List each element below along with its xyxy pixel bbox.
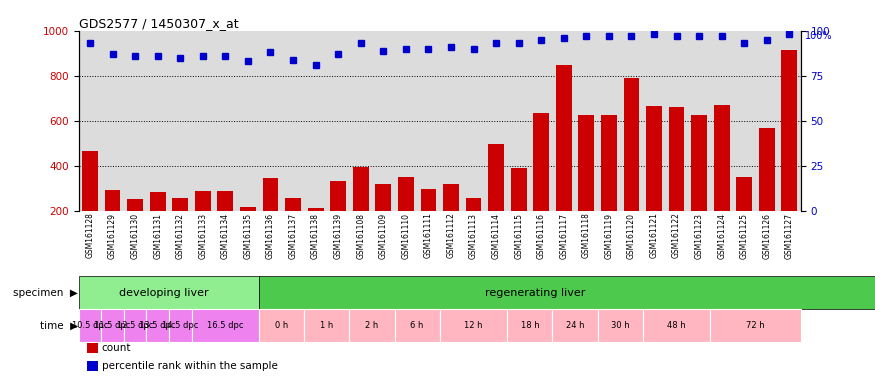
Bar: [218, 191, 234, 257]
Bar: [82, 151, 98, 257]
Bar: [353, 167, 368, 257]
Bar: [668, 108, 684, 257]
Bar: [192, 309, 259, 342]
Bar: [421, 189, 437, 257]
Bar: [643, 309, 710, 342]
Bar: [308, 208, 324, 257]
Bar: [262, 179, 278, 257]
Bar: [624, 78, 640, 257]
Text: time  ▶: time ▶: [39, 320, 78, 331]
Bar: [349, 309, 395, 342]
Bar: [172, 198, 188, 257]
Bar: [511, 168, 527, 257]
Bar: [395, 309, 440, 342]
Bar: [691, 115, 707, 257]
Bar: [556, 65, 571, 257]
Bar: [781, 50, 797, 257]
Bar: [195, 191, 211, 257]
Text: 72 h: 72 h: [746, 321, 765, 330]
Text: 13.5 dpc: 13.5 dpc: [139, 321, 176, 330]
Bar: [507, 309, 552, 342]
Text: 11.5 dpc: 11.5 dpc: [94, 321, 130, 330]
Bar: [127, 199, 143, 257]
Bar: [737, 177, 752, 257]
Bar: [169, 309, 192, 342]
Bar: [330, 181, 346, 257]
Bar: [759, 128, 774, 257]
Bar: [710, 309, 801, 342]
Bar: [102, 309, 124, 342]
Text: GDS2577 / 1450307_x_at: GDS2577 / 1450307_x_at: [79, 17, 238, 30]
Bar: [146, 309, 169, 342]
Bar: [601, 115, 617, 257]
Text: 48 h: 48 h: [668, 321, 686, 330]
Bar: [150, 192, 165, 257]
Bar: [79, 309, 102, 342]
Bar: [598, 309, 643, 342]
Text: 16.5 dpc: 16.5 dpc: [207, 321, 243, 330]
Bar: [578, 115, 594, 257]
Bar: [285, 198, 301, 257]
Bar: [440, 309, 507, 342]
Text: 6 h: 6 h: [410, 321, 424, 330]
Bar: [105, 190, 121, 257]
Text: 30 h: 30 h: [611, 321, 629, 330]
Text: specimen  ▶: specimen ▶: [13, 288, 78, 298]
Text: 24 h: 24 h: [566, 321, 584, 330]
Text: regenerating liver: regenerating liver: [486, 288, 585, 298]
Text: 12 h: 12 h: [465, 321, 483, 330]
Bar: [443, 184, 458, 257]
Text: 14.5 dpc: 14.5 dpc: [162, 321, 199, 330]
Text: 2 h: 2 h: [366, 321, 379, 330]
Bar: [79, 276, 259, 309]
Bar: [398, 177, 414, 257]
Text: 0 h: 0 h: [275, 321, 289, 330]
Text: count: count: [102, 343, 131, 353]
Bar: [488, 144, 504, 257]
Text: percentile rank within the sample: percentile rank within the sample: [102, 361, 277, 371]
Bar: [124, 309, 146, 342]
Text: 1 h: 1 h: [320, 321, 333, 330]
Bar: [240, 207, 256, 257]
Text: 10.5 dpc: 10.5 dpc: [72, 321, 108, 330]
Bar: [466, 198, 481, 257]
Bar: [375, 184, 391, 257]
Text: developing liver: developing liver: [118, 288, 208, 298]
Bar: [646, 106, 662, 257]
Text: 12.5 dpc: 12.5 dpc: [117, 321, 153, 330]
Bar: [304, 309, 349, 342]
Bar: [714, 105, 730, 257]
Text: 18 h: 18 h: [521, 321, 539, 330]
Bar: [533, 113, 550, 257]
Bar: [259, 309, 304, 342]
Text: 100%: 100%: [805, 31, 832, 41]
Bar: [552, 309, 598, 342]
